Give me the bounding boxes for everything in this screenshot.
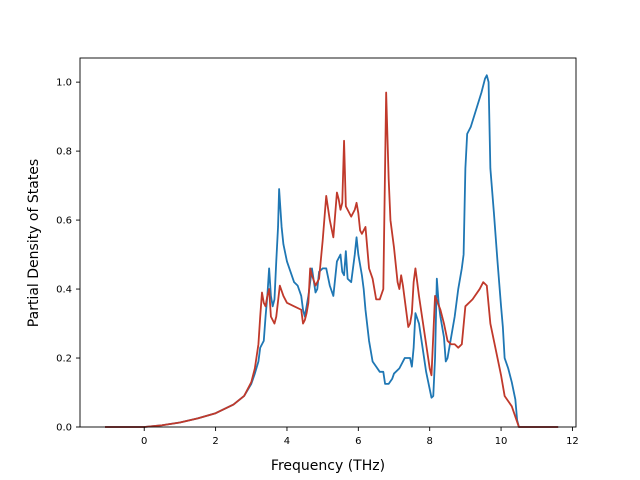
series-line-2 (104, 91, 559, 428)
series-layer (104, 74, 559, 428)
y-tick-label: 0.2 (56, 354, 72, 365)
x-axis-label: Frequency (THz) (271, 458, 385, 474)
x-tick-label: 0 (141, 436, 147, 447)
y-axis-label: Partial Density of States (26, 159, 42, 327)
x-tick-label: 8 (427, 436, 433, 447)
x-tick-label: 10 (495, 436, 508, 447)
y-tick-label: 0.8 (56, 147, 72, 158)
x-axis-ticks: 0 2 4 6 8 10 12 (141, 427, 579, 447)
y-tick-label: 0.4 (56, 285, 72, 296)
plot-area (80, 58, 576, 427)
y-tick-label: 1.0 (56, 78, 72, 89)
y-tick-label: 0.0 (56, 423, 72, 434)
y-axis-ticks: 0.0 0.2 0.4 0.6 0.8 1.0 (56, 78, 80, 434)
plot-frame (79, 57, 577, 428)
x-tick-label: 2 (212, 436, 218, 447)
x-tick-label: 12 (566, 436, 579, 447)
x-tick-label: 6 (355, 436, 361, 447)
series-line-1 (104, 74, 559, 428)
x-tick-label: 4 (284, 436, 290, 447)
plot-background (80, 58, 576, 427)
y-tick-label: 0.6 (56, 216, 72, 227)
